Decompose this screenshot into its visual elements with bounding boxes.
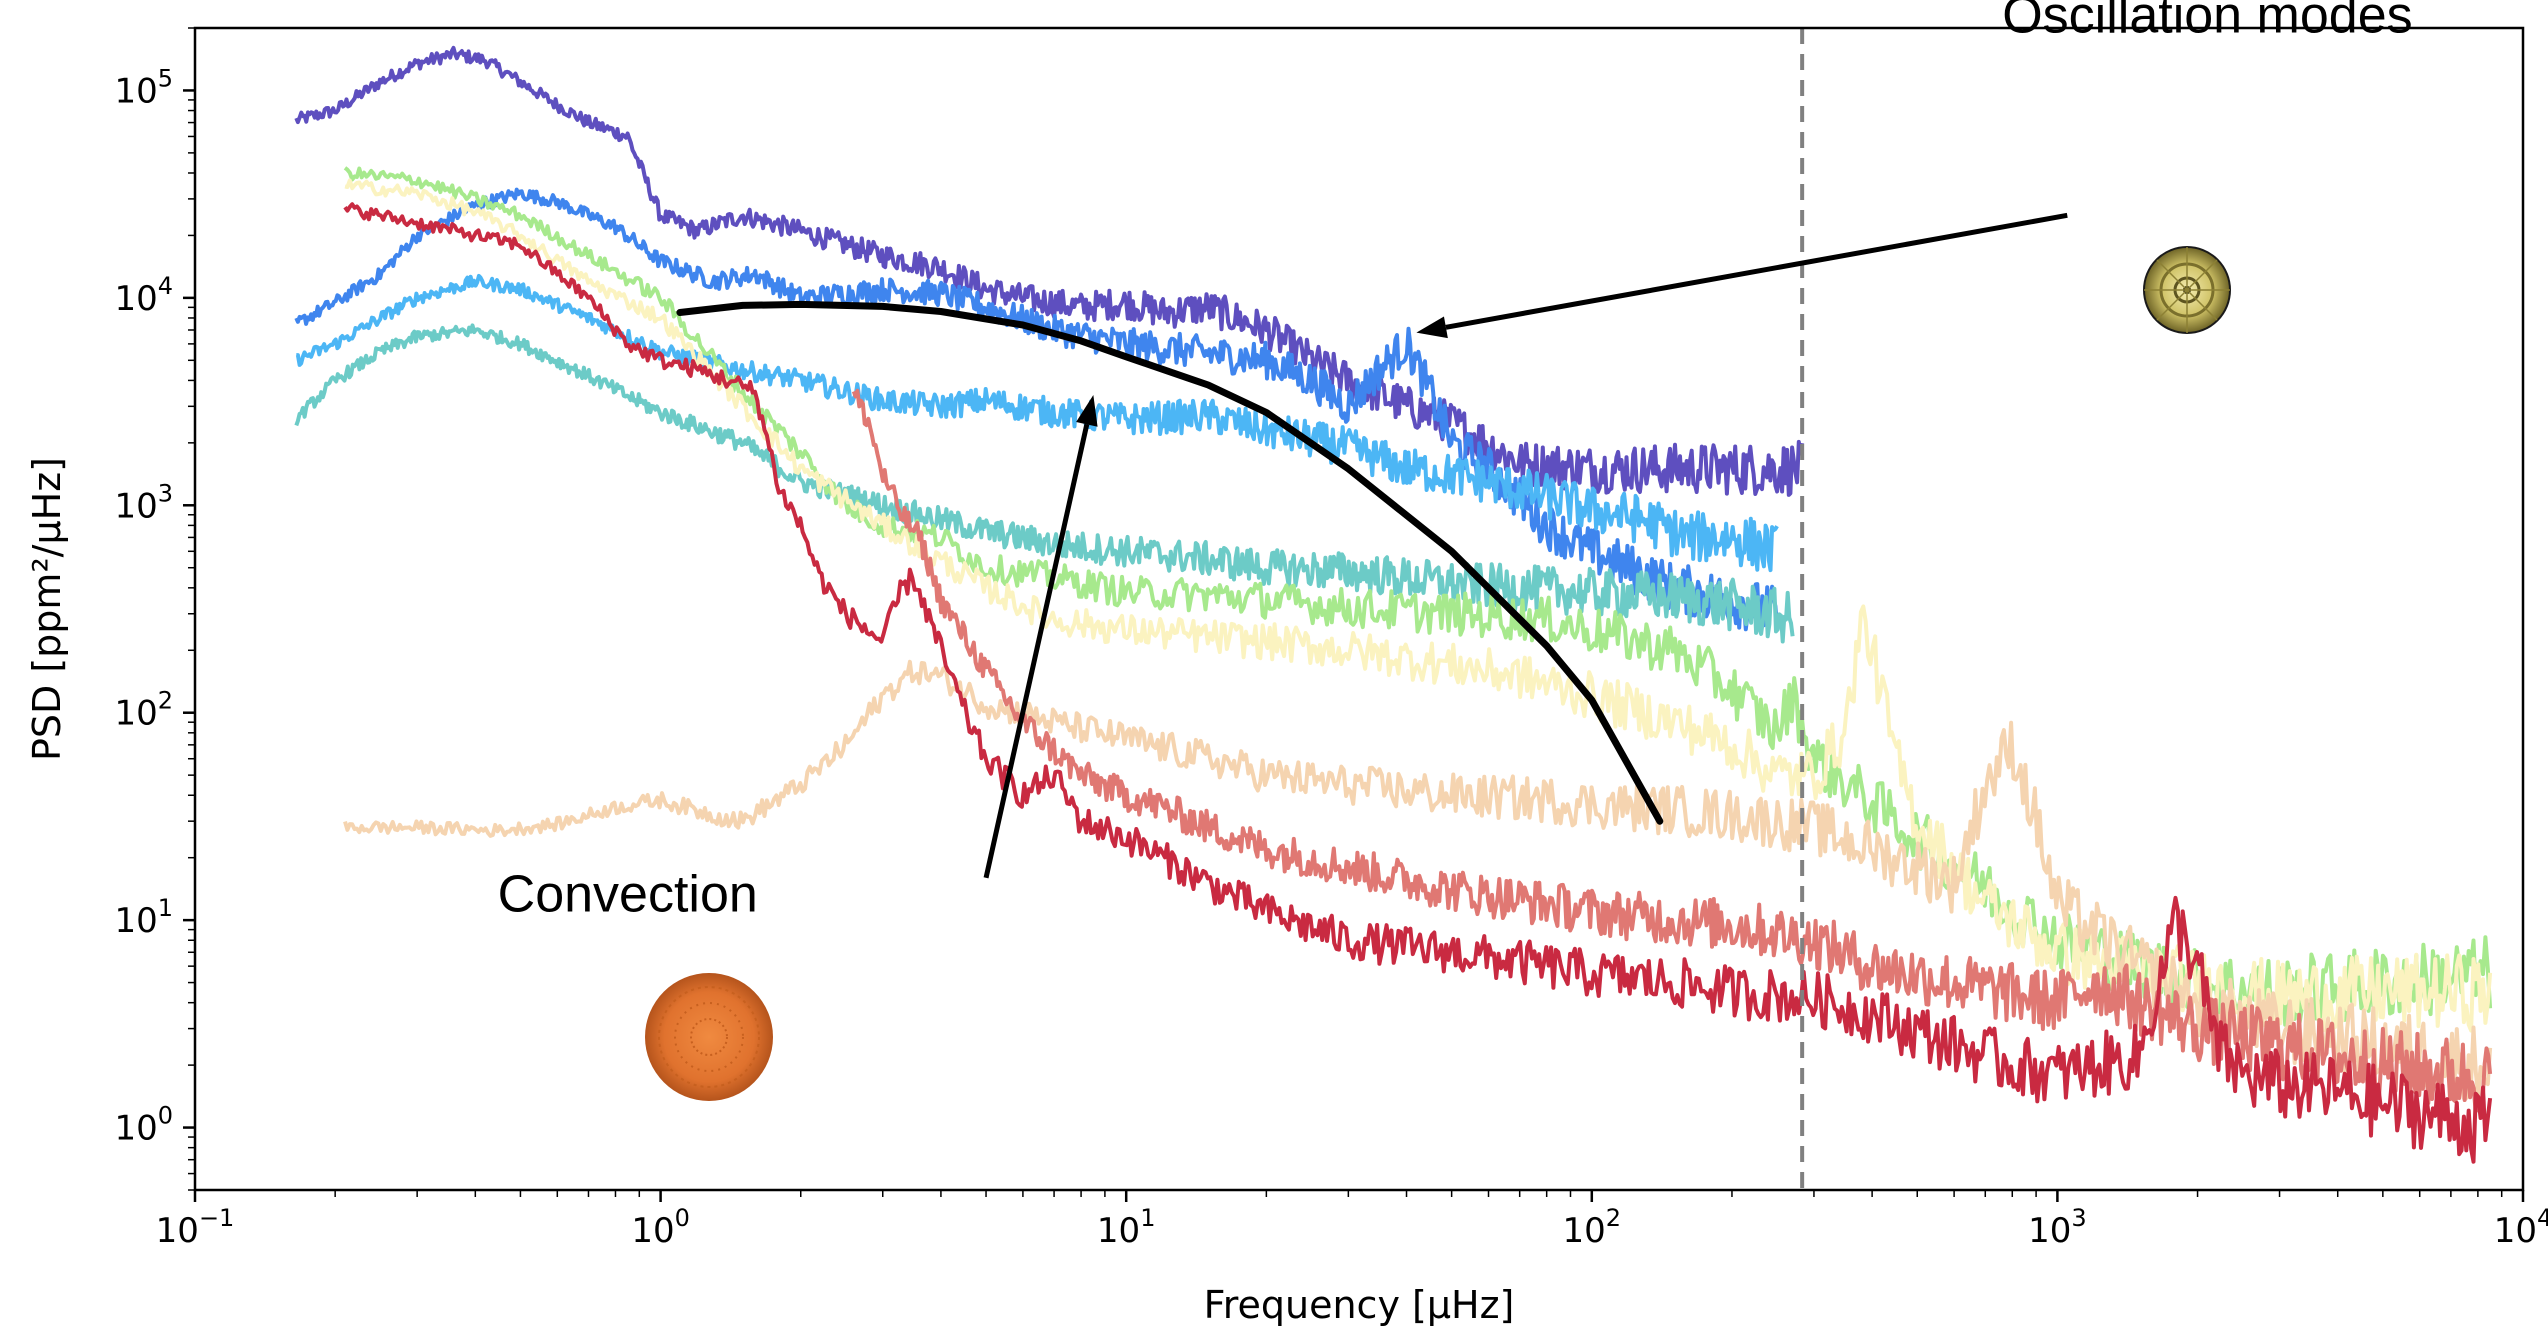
x-axis-label: Frequency [μHz] bbox=[1204, 1283, 1515, 1327]
x-axis-ticks: 10−1 100 101 102 103 104 bbox=[156, 1190, 2548, 1251]
y-tick-label: 104 bbox=[114, 272, 173, 319]
x-tick-label: 102 bbox=[1563, 1204, 1622, 1251]
y-axis-ticks: 100 101 102 103 104 105 bbox=[114, 27, 195, 1191]
x-tick-label: 104 bbox=[2494, 1204, 2548, 1251]
y-tick-label: 102 bbox=[114, 687, 173, 734]
psd-series-4 bbox=[294, 323, 1795, 644]
plot-frame bbox=[193, 26, 2525, 1192]
y-tick-label: 103 bbox=[114, 479, 173, 526]
y-tick-label: 100 bbox=[114, 1102, 173, 1149]
convection-model-curve bbox=[676, 300, 1664, 825]
annotations: Oscillation modes Convection bbox=[498, 0, 2413, 924]
x-tick-label: 100 bbox=[631, 1204, 690, 1251]
x-tick-label: 101 bbox=[1097, 1204, 1156, 1251]
x-tick-label: 10−1 bbox=[156, 1204, 235, 1251]
y-tick-label: 105 bbox=[114, 64, 173, 111]
psd-series-7 bbox=[343, 659, 2493, 1101]
annotation-arrow-head bbox=[1076, 395, 1098, 427]
annotation-arrow-shaft bbox=[983, 423, 1090, 879]
annotation-arrow-shaft bbox=[1445, 212, 2068, 330]
oscillation-modes-label: Oscillation modes bbox=[2002, 0, 2412, 45]
psd-series-9 bbox=[343, 202, 2493, 1164]
y-tick-label: 101 bbox=[114, 894, 173, 941]
y-axis-label: PSD [ppm²/μHz] bbox=[25, 457, 69, 761]
x-tick-label: 103 bbox=[2028, 1204, 2087, 1251]
annotation-arrow-head bbox=[1416, 316, 1448, 339]
convection-label: Convection bbox=[498, 866, 758, 924]
psd-series-1 bbox=[294, 45, 1805, 497]
model-curve-layer bbox=[676, 300, 1664, 825]
series-layer bbox=[294, 45, 2493, 1164]
psd-series-3 bbox=[295, 273, 1779, 573]
oscillating-star-icon bbox=[2143, 246, 2231, 334]
convecting-star-icon bbox=[645, 973, 773, 1101]
